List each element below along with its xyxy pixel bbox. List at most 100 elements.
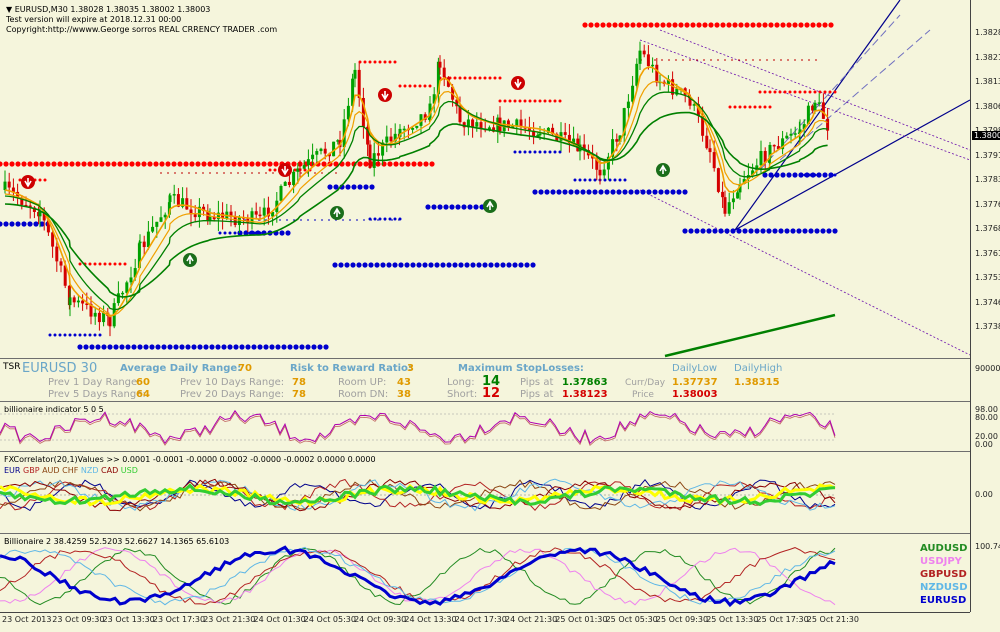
daily-low-label: DailyLow xyxy=(672,363,717,374)
small-resistance-dot xyxy=(273,168,277,172)
small-support-dot xyxy=(73,333,77,337)
small-resistance-dot xyxy=(483,76,487,80)
resistance-dot xyxy=(405,161,411,167)
small-support-dot xyxy=(583,178,587,182)
candle-body xyxy=(415,125,419,128)
candle-body xyxy=(311,154,315,160)
small-resistance-dot xyxy=(93,262,97,266)
candle-body xyxy=(163,214,167,218)
small-resistance-dot xyxy=(363,60,367,64)
short-label: Short: xyxy=(447,389,478,400)
prev20-label: Prev 20 Days Range: xyxy=(180,389,285,400)
chart-ohlc-text: EURUSD,M30 1.38028 1.38035 1.38002 1.380… xyxy=(14,5,211,14)
fxcorrelator-panel[interactable]: FXCorrelator(20,1)Values >> 0.0001 -0.00… xyxy=(0,451,970,534)
arrow-glyph xyxy=(186,254,194,264)
price-tick-label: 1.38210 xyxy=(975,52,1000,62)
candle-body xyxy=(458,106,462,123)
channel-line xyxy=(779,29,931,161)
candle-body xyxy=(108,316,112,327)
arrow-glyph xyxy=(486,200,494,210)
arrow-glyph xyxy=(659,164,667,174)
support-dot xyxy=(191,344,197,350)
price-tick-label: 1.37385 xyxy=(975,322,1000,331)
candle-body xyxy=(546,127,550,133)
small-support-dot xyxy=(543,150,547,154)
candle-body xyxy=(705,135,709,149)
support-dot xyxy=(27,221,33,227)
resistance-dot xyxy=(63,161,69,167)
time-axis[interactable]: 23 Oct 2013 23 Oct 09:30 23 Oct 13:30 23 Oc… xyxy=(0,612,970,632)
billionaire2-panel[interactable]: Billionaire 2 38.4259 52.5203 52.6627 14… xyxy=(0,533,970,613)
candle-body xyxy=(59,261,63,266)
channel-line xyxy=(659,29,970,151)
support-dot xyxy=(333,184,339,190)
candle-body xyxy=(168,195,172,203)
resistance-dot xyxy=(804,22,810,28)
support-dot xyxy=(452,262,458,268)
small-resistance-dot xyxy=(478,76,482,80)
resistance-dot xyxy=(321,161,327,167)
support-dot xyxy=(712,228,718,234)
small-support-dot xyxy=(618,178,622,182)
support-dot xyxy=(299,344,305,350)
resistance-dot xyxy=(99,161,105,167)
small-support-dot xyxy=(228,231,232,235)
small-support-dot xyxy=(48,333,52,337)
chart-header-expiry: Test version will expire at 2018.12.31 0… xyxy=(6,15,182,24)
resistance-dot xyxy=(261,161,267,167)
support-dot xyxy=(464,262,470,268)
small-resistance-dot xyxy=(98,262,102,266)
support-dot xyxy=(826,228,832,234)
currency-legend-item: AUD xyxy=(42,466,63,475)
resistance-dot xyxy=(87,161,93,167)
candle-body xyxy=(315,151,319,155)
support-dot xyxy=(544,189,550,195)
prev1-value: 60 xyxy=(136,377,150,388)
support-dot xyxy=(670,189,676,195)
tsr-symbol: EURUSD 30 xyxy=(22,361,98,376)
small-resistance-dot xyxy=(468,76,472,80)
prev10-value: 78 xyxy=(292,377,306,388)
resistance-dot xyxy=(135,161,141,167)
resistance-dot xyxy=(363,161,369,167)
support-dot xyxy=(736,228,742,234)
prev1-label: Prev 1 Day Range: xyxy=(48,377,141,388)
small-resistance-dot xyxy=(413,84,417,88)
chart-menu-icon[interactable]: ▼ xyxy=(6,5,15,14)
resistance-dot xyxy=(291,161,297,167)
candle-body xyxy=(357,69,361,98)
candle-body xyxy=(283,181,287,186)
time-tick-label: 23 Oct 2013 xyxy=(2,615,52,624)
candle-body xyxy=(519,119,523,128)
small-support-dot xyxy=(388,217,392,221)
resistance-dot xyxy=(768,22,774,28)
candle-body xyxy=(675,88,679,95)
price-axis[interactable]: 1.38285 1.38210 1.38135 1.38060 1.37985 1.379… xyxy=(970,0,1000,612)
candle-body xyxy=(631,85,635,102)
ma-green-slow xyxy=(4,111,828,298)
support-dot xyxy=(77,344,83,350)
candle-body xyxy=(475,122,479,127)
resistance-dot xyxy=(123,161,129,167)
candle-body xyxy=(11,187,15,192)
candle-body xyxy=(271,211,275,217)
curr-day-label: Curr/Day xyxy=(625,378,666,388)
resistance-dot xyxy=(732,22,738,28)
support-dot xyxy=(808,228,814,234)
support-dot xyxy=(167,344,173,350)
support-dot xyxy=(428,262,434,268)
candle-body xyxy=(63,265,67,286)
resistance-dot xyxy=(423,161,429,167)
resistance-dot xyxy=(249,161,255,167)
time-tick-label: 23 Oct 09:30 xyxy=(52,615,105,624)
price-label: Price xyxy=(632,390,654,400)
support-dot xyxy=(730,228,736,234)
price-chart-panel[interactable]: ▼ EURUSD,M30 1.38028 1.38035 1.38002 1.3… xyxy=(0,0,970,358)
price-tick-label: 1.37535 xyxy=(975,273,1000,282)
resistance-dot xyxy=(357,161,363,167)
small-resistance-dot xyxy=(498,76,502,80)
billionaire-indicator-panel[interactable]: billionaire indicator 5 0 5 xyxy=(0,401,970,452)
pair-legend-item: NZDUSD xyxy=(920,582,968,593)
resistance-dot xyxy=(195,161,201,167)
resistance-dot xyxy=(750,22,756,28)
